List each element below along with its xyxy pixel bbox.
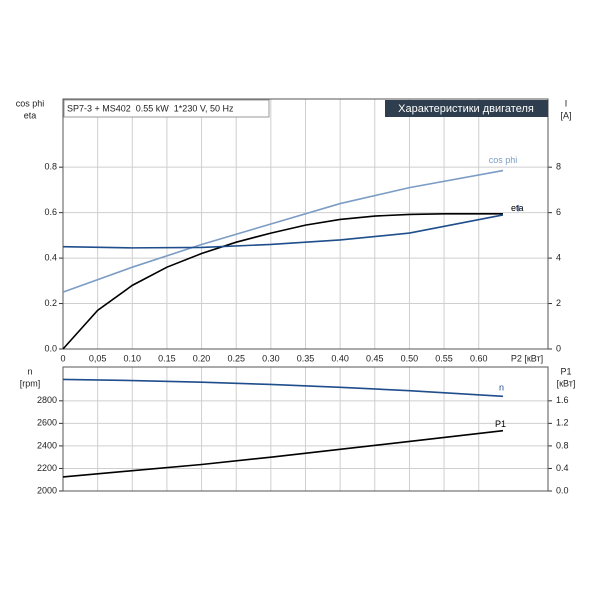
plot-frame [62,366,549,492]
y2-tick-label: 1.2 [556,418,569,428]
x-tick-label: 0.40 [331,353,349,363]
y2-tick-label: 0.4 [556,463,569,473]
series-label: cos phi [489,155,518,165]
y2-tick-label: 2 [556,298,561,308]
title-box [385,100,548,117]
y2-axis-label: P1 [560,366,571,376]
series-line [62,429,504,478]
x-tick-label: 0.10 [124,353,142,363]
series-line [62,214,504,249]
y-axis-label: [rpm] [20,378,41,388]
x-tick-label: 0.25 [227,353,245,363]
y2-axis-label: I [565,98,568,108]
series-label: eta [511,203,524,213]
plot-frame [62,98,549,350]
y-tick-label: 0.6 [44,207,57,217]
y-tick-label: 0.2 [44,298,57,308]
series-line [62,169,504,293]
y2-tick-label: 1.6 [556,395,569,405]
y2-tick-label: 0.0 [556,485,569,495]
subtitle: SP7-3 + MS402 0.55 kW 1*230 V, 50 Hz [67,103,234,113]
y-axis-label: eta [24,110,37,120]
x-axis-label: P2 [кВт] [511,353,543,363]
y-tick-label: 2800 [37,395,57,405]
y2-tick-label: 0.8 [556,440,569,450]
x-tick-label: 0 [60,353,65,363]
series-line [62,378,504,398]
chart-title: Характеристики двигателя [398,103,534,115]
y2-axis-label: [A] [560,110,571,120]
y2-axis-label: [кВт] [557,378,576,388]
y-axis-label: n [27,366,32,376]
y-tick-label: 0.0 [44,343,57,353]
y-tick-label: 2400 [37,440,57,450]
y-tick-label: 0.4 [44,252,57,262]
x-tick-label: 0.60 [470,353,488,363]
x-tick-label: 0.15 [158,353,176,363]
y2-tick-label: 0 [556,343,561,353]
subtitle-box [63,99,270,118]
x-tick-label: 0.55 [435,353,453,363]
y2-tick-label: 6 [556,207,561,217]
y-tick-label: 0.8 [44,162,57,172]
series-label: P1 [495,419,506,429]
y-tick-label: 2600 [37,418,57,428]
x-tick-label: 0.35 [297,353,315,363]
x-tick-label: 0.50 [401,353,419,363]
x-tick-label: 0.45 [366,353,384,363]
y2-tick-label: 8 [556,162,561,172]
y-tick-label: 2000 [37,485,57,495]
y-tick-label: 2200 [37,463,57,473]
y2-tick-label: 4 [556,252,561,262]
series-line [62,212,503,350]
x-tick-label: 0.30 [262,353,280,363]
x-tick-label: 0.20 [193,353,211,363]
y-axis-label: cos phi [16,98,45,108]
series-label: n [499,383,504,393]
x-tick-label: 0,05 [89,353,107,363]
series-label: I [517,203,520,213]
